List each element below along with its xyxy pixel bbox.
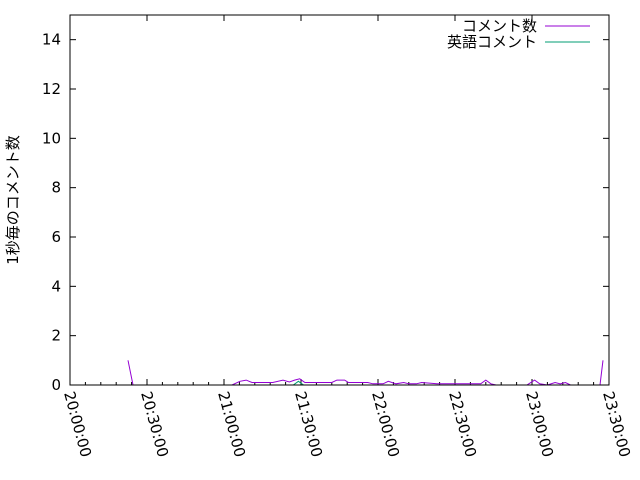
x-axis: 20:00:00 20:30:00 21:00:00 21:30:00 22:00:00…: [60, 15, 634, 459]
legend-label: 英語コメント: [447, 33, 537, 51]
legend-label: コメント数: [462, 17, 537, 35]
x-tick-label: 21:30:00: [291, 389, 326, 459]
y-tick-label: 10: [42, 129, 61, 147]
y-tick-label: 14: [42, 31, 61, 49]
y-axis-label: 1秒毎のコメント数: [4, 135, 22, 265]
series-line-1: [234, 380, 384, 386]
x-tick-label: 22:30:00: [445, 389, 480, 459]
x-tick-label: 21:00:00: [214, 389, 249, 459]
y-tick-label: 12: [42, 80, 61, 98]
y-tick-label: 4: [51, 277, 61, 295]
y-axis: 0 2 4 6 8 10 12 14: [42, 31, 609, 394]
x-tick-label: 23:30:00: [599, 389, 634, 459]
x-tick-label: 23:00:00: [522, 389, 557, 459]
plot-border: [69, 14, 610, 386]
x-tick-label: 22:00:00: [368, 389, 403, 459]
y-tick-label: 2: [51, 327, 61, 345]
x-tick-label: 20:00:00: [60, 389, 95, 459]
series-line-0: [127, 360, 604, 386]
y-tick-label: 0: [51, 376, 61, 394]
x-tick-label: 20:30:00: [137, 389, 172, 459]
y-tick-label: 8: [51, 179, 61, 197]
y-tick-label: 6: [51, 228, 61, 246]
